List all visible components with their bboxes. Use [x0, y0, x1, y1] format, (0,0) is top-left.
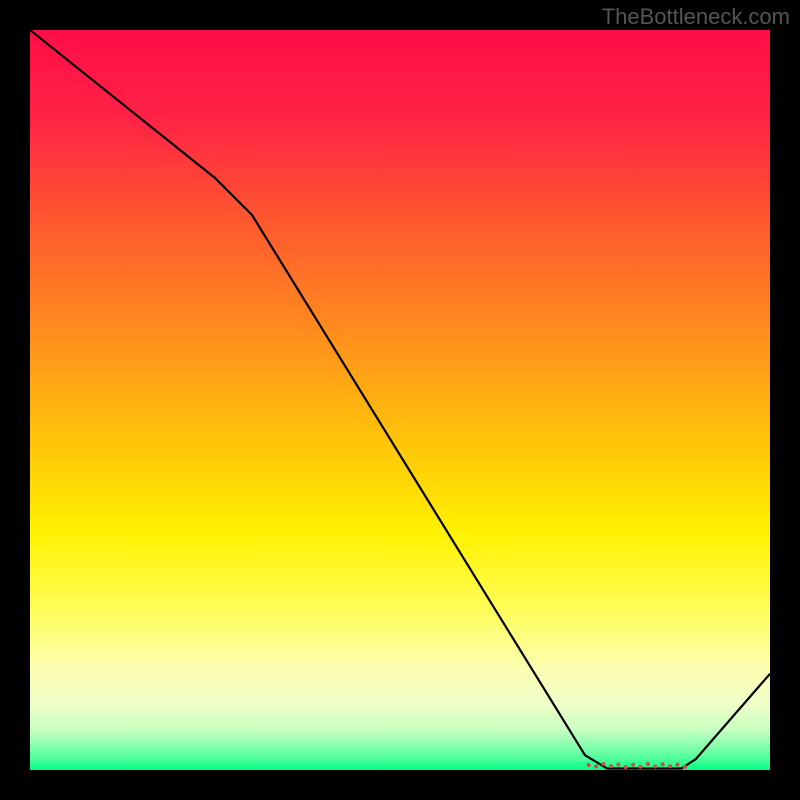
optimal-dot [631, 763, 635, 767]
bottleneck-chart [30, 30, 770, 770]
optimal-dot [639, 765, 643, 769]
optimal-dot [609, 764, 613, 768]
optimal-dot [624, 765, 628, 769]
optimal-dot [616, 762, 620, 766]
watermark-text: TheBottleneck.com [602, 4, 790, 30]
optimal-dot [683, 765, 687, 769]
optimal-dot [646, 762, 650, 766]
optimal-dot [653, 764, 657, 768]
optimal-dot [594, 765, 598, 769]
optimal-dot [668, 764, 672, 768]
optimal-dot [587, 763, 591, 767]
chart-svg [30, 30, 770, 770]
chart-background [30, 30, 770, 770]
optimal-dot [602, 762, 606, 766]
optimal-dot [661, 762, 665, 766]
optimal-dot [676, 763, 680, 767]
